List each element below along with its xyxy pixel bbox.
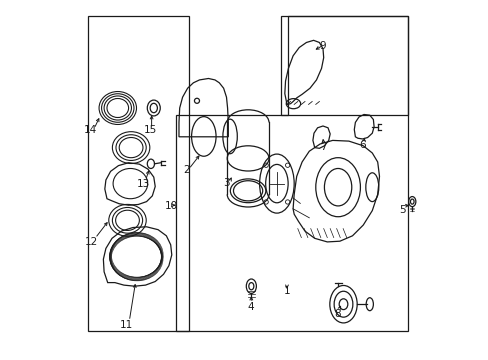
Text: 6: 6 [359,140,365,150]
Text: 14: 14 [84,125,97,135]
Text: 3: 3 [223,177,229,188]
Text: 1: 1 [283,285,290,296]
Text: 7: 7 [319,141,325,152]
Text: 5: 5 [399,204,406,215]
Text: 11: 11 [120,320,133,330]
Text: 2: 2 [183,165,189,175]
Text: 12: 12 [85,237,98,247]
Text: 15: 15 [143,125,157,135]
Text: 13: 13 [136,179,149,189]
Text: 8: 8 [333,309,340,319]
Text: 10: 10 [165,201,178,211]
Text: 4: 4 [247,302,254,312]
Text: 9: 9 [319,41,325,51]
